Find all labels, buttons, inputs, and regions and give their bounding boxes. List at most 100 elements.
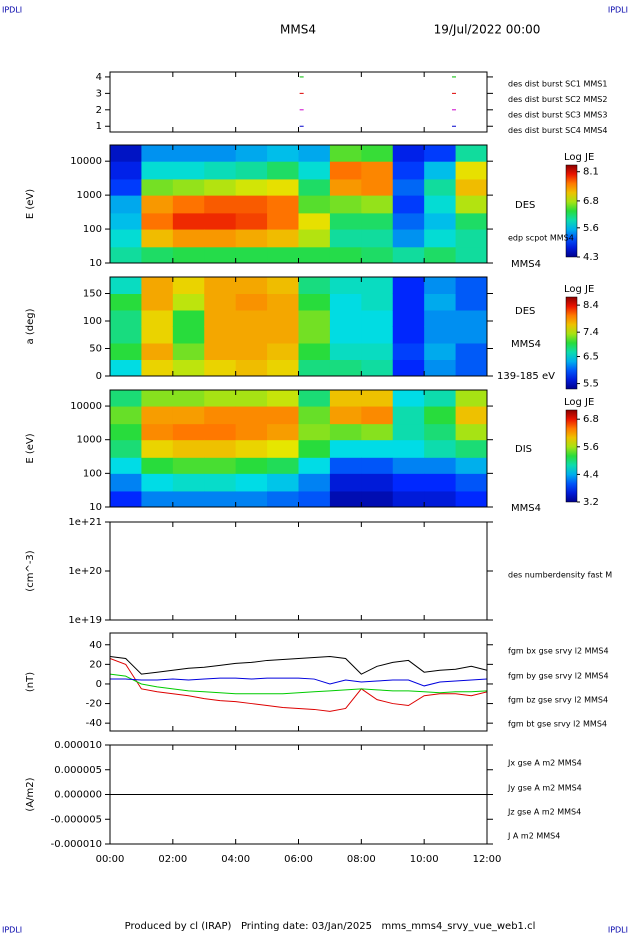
heat-cell	[455, 326, 487, 344]
heat-cell	[361, 277, 394, 294]
y-tick-label: 0.000010	[54, 740, 102, 751]
heat-cell	[392, 406, 425, 425]
heat-cell	[298, 212, 331, 230]
heat-cell	[141, 457, 174, 474]
heat-cell	[110, 457, 142, 474]
heat-cell	[424, 343, 457, 360]
y-tick-label: 10000	[70, 156, 102, 167]
legend-entry: fgm bz gse srvy l2 MMS4	[508, 696, 608, 705]
colorbar-label: 4.3	[583, 252, 599, 263]
heat-cell	[455, 359, 487, 377]
heat-cell	[172, 212, 205, 230]
series-line	[110, 677, 487, 687]
heat-cell	[392, 490, 425, 508]
panel: 1e+19 1e+20 1e+21 (cm^-3) des numberdensity …	[25, 517, 612, 626]
heat-cell	[455, 343, 487, 360]
heat-cell	[110, 277, 142, 294]
series-line	[110, 656, 487, 675]
heat-cell	[110, 145, 142, 162]
heat-cell	[110, 178, 142, 196]
y-tick-label: 1e+21	[68, 517, 102, 528]
heat-cell	[329, 212, 362, 230]
colorbar-title: Log JE	[564, 152, 594, 163]
heat-cell	[298, 310, 331, 327]
heat-cell	[172, 490, 205, 508]
heat-cell	[172, 423, 205, 441]
heat-cell	[455, 246, 487, 264]
colorbar-label: 5.5	[583, 379, 599, 390]
heat-cell	[141, 343, 174, 360]
heat-cell	[141, 490, 174, 508]
heat-cell	[235, 326, 268, 344]
panel: Jx gse A m2 MMS4 Jy gse A m2 MMS4 Jz gse A…	[25, 740, 582, 865]
x-tick-label: 04:00	[221, 854, 250, 865]
heat-cell	[298, 293, 331, 311]
heat-cell	[392, 195, 425, 214]
colorbar-label: 4.4	[583, 469, 599, 480]
heat-cell	[361, 178, 394, 196]
heat-cell	[455, 390, 487, 407]
y-tick-label: -0.000005	[51, 814, 102, 825]
frame	[109, 71, 488, 133]
heat-cell	[455, 293, 487, 311]
colorbar-label: 3.2	[583, 497, 599, 508]
heat-cell	[361, 310, 394, 327]
heat-cell	[204, 310, 237, 327]
heat-cell	[141, 423, 174, 441]
heat-cell	[455, 406, 487, 425]
heat-cell	[267, 161, 299, 180]
heat-cell	[455, 195, 487, 214]
heat-cell	[392, 359, 425, 377]
heat-cell	[141, 359, 174, 377]
heat-cell	[141, 277, 174, 294]
heat-cell	[172, 293, 205, 311]
heat-cell	[141, 195, 174, 214]
heat-cell	[392, 246, 425, 264]
heat-cell	[392, 212, 425, 230]
y-tick-label: 0	[96, 371, 102, 382]
heat-cell	[392, 293, 425, 311]
heat-cell	[267, 229, 299, 248]
heat-cell	[110, 246, 142, 264]
heat-cell	[204, 161, 237, 180]
frame	[109, 521, 488, 621]
y-tick-label: -0.000010	[51, 839, 102, 850]
heat-cell	[110, 423, 142, 441]
heat-cell	[424, 246, 457, 264]
heat-cell	[110, 406, 142, 425]
heat-cell	[204, 246, 237, 264]
heat-cell	[172, 359, 205, 377]
x-tick-label: 06:00	[284, 854, 313, 865]
heat-cell	[204, 473, 237, 492]
heat-cell	[267, 195, 299, 214]
heat-cell	[267, 178, 299, 196]
heat-cell	[361, 473, 394, 492]
y-tick-label: 1000	[77, 435, 102, 446]
heat-cell	[110, 161, 142, 180]
legend-entry: J A m2 MMS4	[507, 832, 560, 841]
heat-cell	[424, 277, 457, 294]
heat-cell	[424, 195, 457, 214]
heat-cell	[204, 195, 237, 214]
heat-cell	[141, 145, 174, 162]
heat-cell	[392, 161, 425, 180]
x-tick-label: 08:00	[347, 854, 376, 865]
heat-cell	[424, 490, 457, 508]
heat-cell	[172, 406, 205, 425]
heat-cell	[329, 293, 362, 311]
heat-cell	[235, 439, 268, 458]
heat-cell	[361, 145, 394, 162]
heat-cell	[267, 326, 299, 344]
y-axis-label: a (deg)	[25, 308, 36, 344]
heat-cell	[204, 326, 237, 344]
heat-cell	[235, 195, 268, 214]
heat-cell	[455, 423, 487, 441]
heat-cell	[204, 406, 237, 425]
heat-cell	[298, 246, 331, 264]
heat-cell	[361, 390, 394, 407]
heat-cell	[204, 343, 237, 360]
legend-entry: fgm bt gse srvy l2 MMS4	[508, 720, 607, 729]
panel-label: DES	[515, 200, 535, 211]
heat-cell	[361, 246, 394, 264]
heat-cell	[204, 145, 237, 162]
